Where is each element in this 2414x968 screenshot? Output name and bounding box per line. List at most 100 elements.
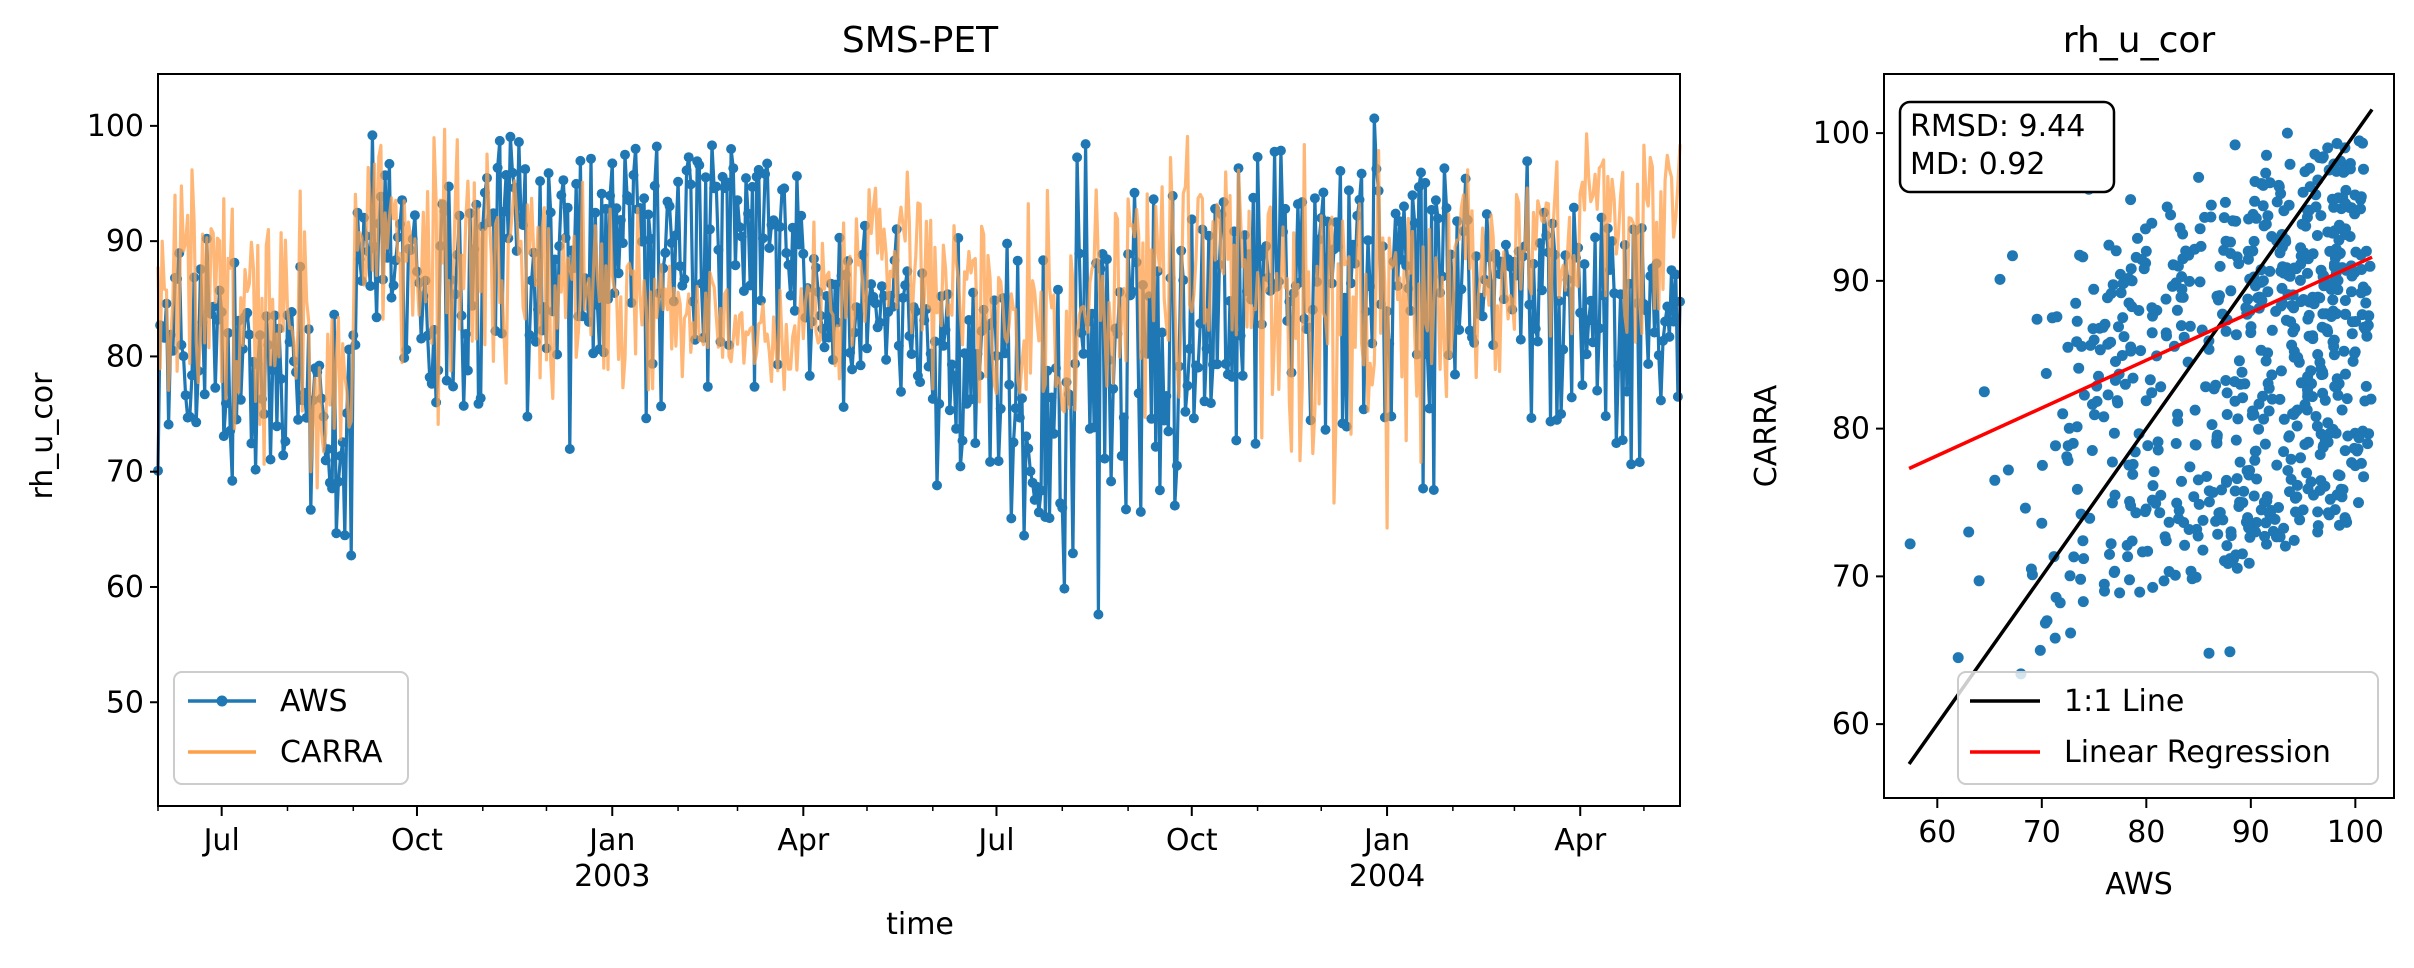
data-point: [845, 347, 855, 358]
scatter-point: [2282, 465, 2294, 476]
scatter-point: [2311, 420, 2323, 432]
data-point: [586, 153, 596, 164]
scatter-point: [2275, 265, 2287, 277]
scatter-point: [2340, 514, 2352, 526]
scatter-point: [2356, 264, 2367, 275]
scatter-point: [2155, 489, 2167, 501]
data-point: [1059, 583, 1070, 594]
data-point: [762, 158, 773, 169]
scatter-point: [2262, 286, 2274, 298]
data-point: [499, 206, 509, 217]
x-tick-label: Jul: [976, 823, 1014, 858]
data-point: [178, 351, 189, 362]
x-tick-year-label: 2004: [1349, 859, 1425, 894]
data-point: [615, 215, 626, 225]
data-point: [679, 274, 690, 285]
data-point: [938, 340, 949, 351]
scatter-point: [2163, 566, 2175, 577]
data-point: [1231, 435, 1242, 446]
scatter-point: [2094, 344, 2106, 356]
data-point: [596, 188, 607, 199]
data-point: [507, 167, 518, 178]
scatter-point: [2248, 235, 2260, 247]
scatter-point: [2317, 308, 2329, 320]
scatter-point: [2064, 570, 2076, 582]
data-point: [1010, 403, 1021, 414]
data-point: [1594, 323, 1605, 334]
scatter-point: [2225, 285, 2237, 297]
scatter-point: [2327, 294, 2339, 306]
data-point: [1146, 413, 1157, 424]
scatter-point: [2191, 523, 2203, 535]
data-point: [1428, 485, 1439, 495]
data-point: [607, 158, 618, 169]
scatter-point: [2194, 223, 2206, 235]
scatter-point: [2087, 323, 2099, 335]
data-point: [1530, 323, 1541, 334]
y-tick-label: 80: [106, 339, 144, 374]
scatter-point: [2296, 218, 2308, 230]
scatter-point: [2170, 438, 2182, 449]
scatter-point: [2031, 313, 2043, 325]
data-point: [1577, 380, 1588, 391]
fit-line: [1908, 255, 2373, 471]
data-point: [1346, 278, 1356, 289]
scatter-point: [2112, 397, 2124, 409]
scatter-point: [2329, 381, 2341, 392]
data-point: [758, 233, 768, 244]
data-point: [1343, 185, 1354, 196]
data-point: [1148, 194, 1159, 205]
data-point: [874, 317, 885, 328]
data-point: [1280, 203, 1291, 214]
data-point: [386, 292, 397, 303]
scatter-point: [2283, 431, 2295, 443]
scatter-point: [2258, 413, 2270, 425]
data-point: [955, 461, 966, 472]
scatter-point: [2314, 449, 2326, 460]
scatter-point: [2068, 551, 2080, 563]
scatter-point: [2135, 345, 2147, 357]
data-point: [694, 160, 705, 171]
data-point: [791, 171, 802, 182]
scatter-point: [2107, 279, 2119, 291]
scatter-point: [2266, 369, 2278, 381]
scatter-point: [2323, 509, 2335, 521]
data-point: [685, 179, 696, 190]
data-point: [893, 340, 904, 351]
data-point: [906, 349, 917, 360]
y-tick-label: 100: [1813, 116, 1870, 151]
scatter-point: [2303, 309, 2315, 321]
scatter-point: [2193, 171, 2205, 183]
data-point: [1182, 380, 1193, 391]
scatter-point: [2271, 196, 2283, 208]
scatter-point: [2242, 517, 2254, 529]
data-point: [1014, 412, 1025, 423]
scatter-point: [2125, 500, 2137, 512]
data-point: [1000, 348, 1010, 359]
scatter-point: [2362, 438, 2374, 450]
data-point: [1099, 453, 1110, 464]
fit-line: [1907, 108, 2374, 766]
data-point: [951, 423, 962, 434]
data-point: [1660, 316, 1671, 327]
scatter-point: [2245, 321, 2257, 333]
scatter-point: [2105, 287, 2117, 299]
data-point: [1235, 330, 1246, 341]
data-point: [747, 181, 758, 192]
scatter-point: [2119, 378, 2131, 390]
data-point: [1205, 398, 1216, 409]
scatter-point: [2002, 464, 2014, 476]
data-point: [1662, 301, 1673, 312]
scatter-point: [2040, 368, 2052, 379]
data-point: [558, 175, 569, 186]
scatter-point: [2114, 268, 2126, 280]
scatter-point: [2338, 345, 2350, 357]
data-point: [1044, 513, 1055, 524]
data-point: [1116, 450, 1127, 461]
data-point: [1320, 424, 1331, 435]
scatter-point: [2346, 457, 2358, 469]
scatter-point: [2349, 346, 2361, 358]
data-point: [1048, 428, 1059, 439]
y-tick-label: 90: [106, 224, 144, 259]
scatter-point: [2278, 413, 2290, 425]
